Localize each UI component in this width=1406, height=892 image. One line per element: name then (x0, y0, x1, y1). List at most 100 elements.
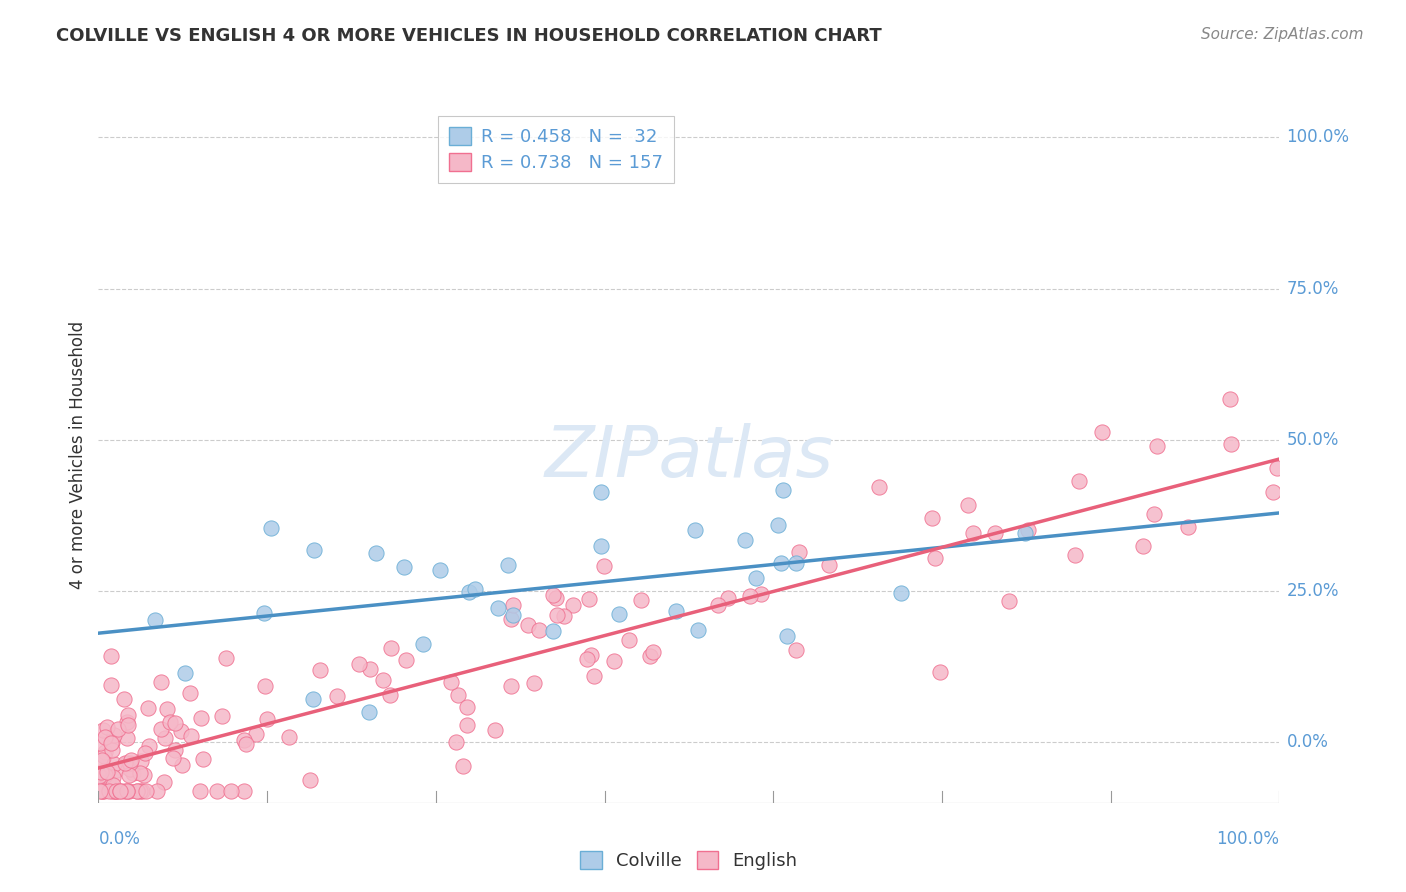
Point (143, 613, 166, 627)
Point (451, 758, 474, 772)
Point (179, 686, 201, 700)
Point (170, 723, 193, 738)
Point (603, 654, 626, 668)
Point (769, 556, 792, 570)
Point (233, 783, 256, 797)
Point (817, 558, 839, 573)
Point (583, 669, 606, 683)
Point (117, 717, 139, 731)
Point (447, 688, 470, 702)
Point (112, 783, 135, 797)
Point (785, 556, 807, 570)
Point (412, 637, 434, 651)
Text: 0.0%: 0.0% (98, 830, 141, 847)
Point (364, 546, 387, 560)
Point (90, 753, 112, 767)
Text: COLVILLE VS ENGLISH 4 OR MORE VEHICLES IN HOUSEHOLD CORRELATION CHART: COLVILLE VS ENGLISH 4 OR MORE VEHICLES I… (56, 27, 882, 45)
Point (117, 783, 139, 797)
Point (100, 735, 122, 749)
Point (117, 708, 139, 723)
Point (152, 775, 174, 789)
Point (150, 722, 173, 736)
Point (162, 751, 184, 765)
Point (309, 664, 332, 678)
Point (138, 739, 160, 753)
Point (253, 606, 276, 620)
Point (253, 679, 276, 693)
Point (1146, 439, 1168, 453)
Point (129, 765, 152, 780)
Point (1143, 508, 1166, 522)
Point (120, 753, 142, 767)
Point (458, 585, 481, 599)
Point (502, 608, 524, 623)
Point (103, 771, 125, 785)
Point (499, 679, 522, 693)
Point (745, 571, 768, 585)
Point (91, 783, 114, 797)
Point (380, 641, 402, 656)
Point (546, 608, 568, 623)
Text: 0.0%: 0.0% (1286, 733, 1329, 751)
Point (117, 756, 139, 770)
Point (150, 675, 173, 690)
Point (107, 722, 129, 736)
Text: 50.0%: 50.0% (1286, 431, 1339, 449)
Point (1132, 540, 1154, 554)
Point (93, 749, 115, 764)
Point (127, 783, 149, 797)
Point (776, 630, 799, 644)
Point (188, 783, 211, 797)
Point (132, 768, 155, 782)
Point (1069, 475, 1091, 489)
Point (219, 783, 242, 797)
Point (114, 756, 136, 770)
Point (392, 560, 415, 574)
Point (103, 757, 125, 772)
Point (105, 783, 128, 797)
Point (302, 542, 325, 557)
Point (738, 590, 761, 604)
Point (298, 772, 321, 787)
Text: 25.0%: 25.0% (1286, 582, 1339, 600)
Text: Source: ZipAtlas.com: Source: ZipAtlas.com (1201, 27, 1364, 42)
Point (683, 523, 706, 537)
Point (90, 764, 112, 779)
Point (957, 498, 980, 512)
Text: 100.0%: 100.0% (1286, 128, 1350, 146)
Point (245, 726, 267, 740)
Point (98, 783, 121, 797)
Text: 75.0%: 75.0% (1286, 279, 1339, 298)
Point (371, 673, 394, 687)
Point (96, 764, 118, 779)
Point (630, 593, 652, 607)
Point (260, 521, 283, 535)
Point (129, 783, 152, 797)
Point (496, 558, 519, 573)
Point (766, 518, 789, 533)
Point (380, 688, 402, 702)
Text: ZIPatlas: ZIPatlas (544, 424, 834, 492)
Point (787, 544, 810, 558)
Point (100, 648, 122, 663)
Point (1063, 549, 1085, 563)
Point (156, 702, 179, 716)
Point (93, 783, 115, 797)
Point (134, 746, 156, 760)
Point (96, 720, 118, 734)
Point (541, 624, 564, 638)
Point (578, 592, 600, 607)
Point (131, 783, 153, 797)
Point (205, 783, 228, 797)
Point (103, 728, 125, 742)
Point (101, 783, 124, 797)
Point (890, 586, 912, 600)
Point (129, 754, 152, 768)
Point (101, 743, 124, 757)
Point (159, 714, 181, 729)
Point (924, 550, 946, 565)
Point (1091, 425, 1114, 439)
Point (101, 778, 124, 792)
Point (516, 617, 538, 632)
Point (125, 783, 148, 797)
